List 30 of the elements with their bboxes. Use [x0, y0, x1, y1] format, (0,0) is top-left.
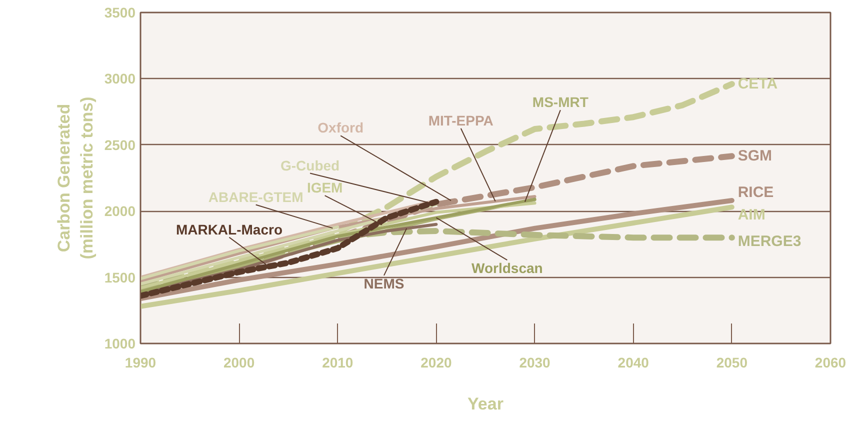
x-tick-label: 2050	[716, 354, 748, 370]
series-label: CETA	[738, 75, 778, 92]
text: ABARE-GTEM	[208, 188, 304, 205]
text: Worldscan	[472, 260, 543, 276]
x-tick-label: 2020	[420, 354, 452, 370]
text: Oxford	[318, 120, 364, 136]
y-tick-label: 3000	[104, 70, 136, 87]
y-tick-label: 1000	[104, 336, 136, 352]
y-axis-title: Carbon Generated (million metric tons)	[54, 96, 96, 260]
x-tick-label: 2010	[322, 354, 354, 370]
y-tick-label: 2000	[104, 203, 136, 220]
series-label: MARKAL-Macro	[176, 221, 282, 238]
x-tick-label: 1990	[124, 354, 156, 370]
text: MIT-EPPA	[428, 112, 494, 128]
x-tick-label: 2000	[224, 354, 255, 370]
y-tick-label: 3500	[104, 4, 136, 20]
x-tick-label: 2030	[519, 354, 551, 370]
x-axis-title: Year	[468, 394, 504, 414]
text: NEMS	[364, 275, 404, 292]
y-tick-label: 2500	[104, 136, 136, 153]
series-label: MERGE3	[738, 233, 802, 250]
x-tick-label: 2040	[618, 354, 650, 370]
text: IGEM	[306, 180, 343, 196]
series-label: RICE	[738, 184, 774, 202]
series-label: SGM	[738, 148, 772, 165]
x-tick-label: 2060	[814, 354, 846, 370]
series-label: AIM	[738, 206, 766, 224]
y-tick-label: 1500	[104, 269, 136, 286]
text: G-Cubed	[280, 157, 340, 174]
text: MS-MRT	[532, 94, 589, 110]
